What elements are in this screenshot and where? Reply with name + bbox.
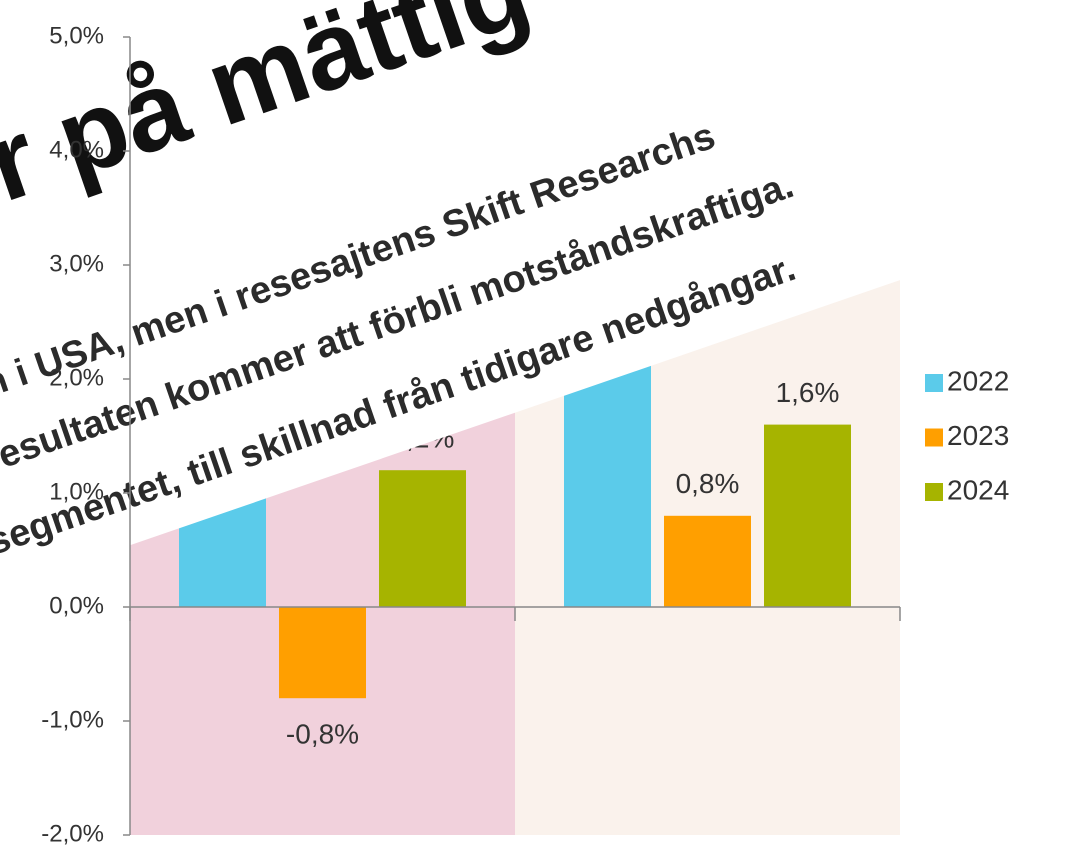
- y-tick-label: 1,0%: [49, 478, 104, 505]
- y-tick-label: 3,0%: [49, 250, 104, 277]
- bar: [279, 607, 366, 699]
- bar: [379, 470, 466, 607]
- legend-label: 2023: [947, 420, 1009, 451]
- clipping-paper: [0, 0, 1076, 688]
- value-label: 0,8%: [676, 468, 740, 499]
- bar: [664, 515, 751, 607]
- value-label: 1,6%: [776, 377, 840, 408]
- legend-label: 2024: [947, 474, 1009, 505]
- legend-swatch: [925, 428, 943, 447]
- y-tick-label: 4,0%: [49, 136, 104, 163]
- y-tick-label: -1,0%: [41, 706, 104, 733]
- legend-swatch: [925, 483, 943, 501]
- bar: [764, 424, 851, 607]
- y-tick-label: 5,0%: [49, 22, 104, 49]
- value-label: -0,8%: [286, 719, 359, 750]
- y-tick-label: 0,0%: [49, 592, 104, 619]
- legend-swatch: [925, 374, 943, 392]
- legend-label: 2022: [947, 365, 1009, 396]
- y-tick-label: 2,0%: [49, 364, 104, 391]
- y-tick-label: -2,0%: [41, 820, 104, 847]
